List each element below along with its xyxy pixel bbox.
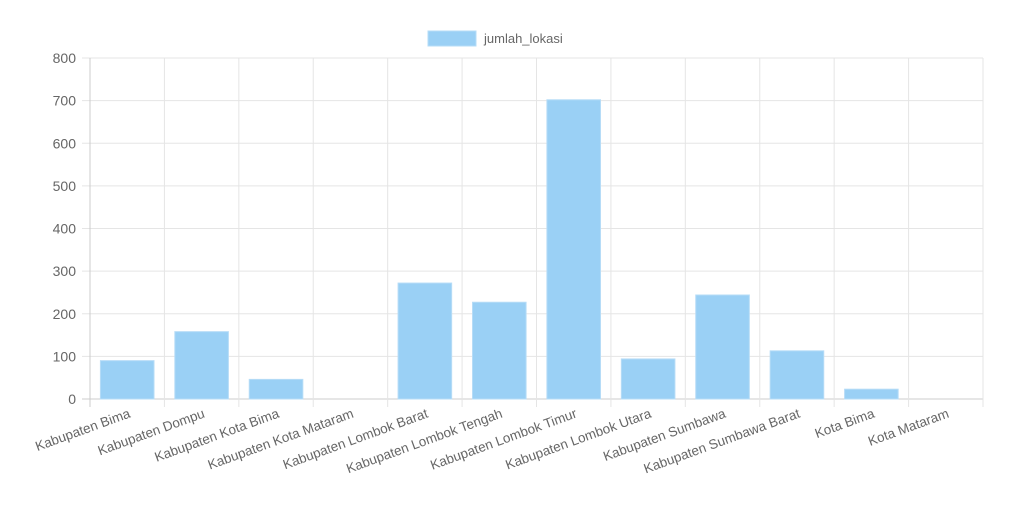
bar <box>174 331 229 400</box>
y-tick-label: 300 <box>53 263 77 279</box>
bar <box>248 378 304 400</box>
bar <box>472 301 527 400</box>
bar <box>620 358 676 400</box>
bar <box>769 350 825 400</box>
y-tick-label: 200 <box>53 306 77 322</box>
y-tick-label: 500 <box>53 178 77 194</box>
bar <box>397 282 453 400</box>
y-tick-label: 0 <box>68 391 76 407</box>
bar <box>546 99 601 400</box>
legend[interactable]: jumlah_lokasi <box>427 30 563 47</box>
bar <box>695 294 750 400</box>
bar <box>844 388 899 400</box>
y-tick-label: 800 <box>53 50 77 66</box>
x-tick-label: Kota Mataram <box>866 406 951 449</box>
y-tick-label: 700 <box>53 93 77 109</box>
y-tick-label: 600 <box>53 135 77 151</box>
y-tick-label: 400 <box>53 221 77 237</box>
legend-label: jumlah_lokasi <box>483 31 563 46</box>
y-tick-label: 100 <box>53 348 77 364</box>
legend-swatch <box>427 30 477 47</box>
bar <box>99 360 155 400</box>
